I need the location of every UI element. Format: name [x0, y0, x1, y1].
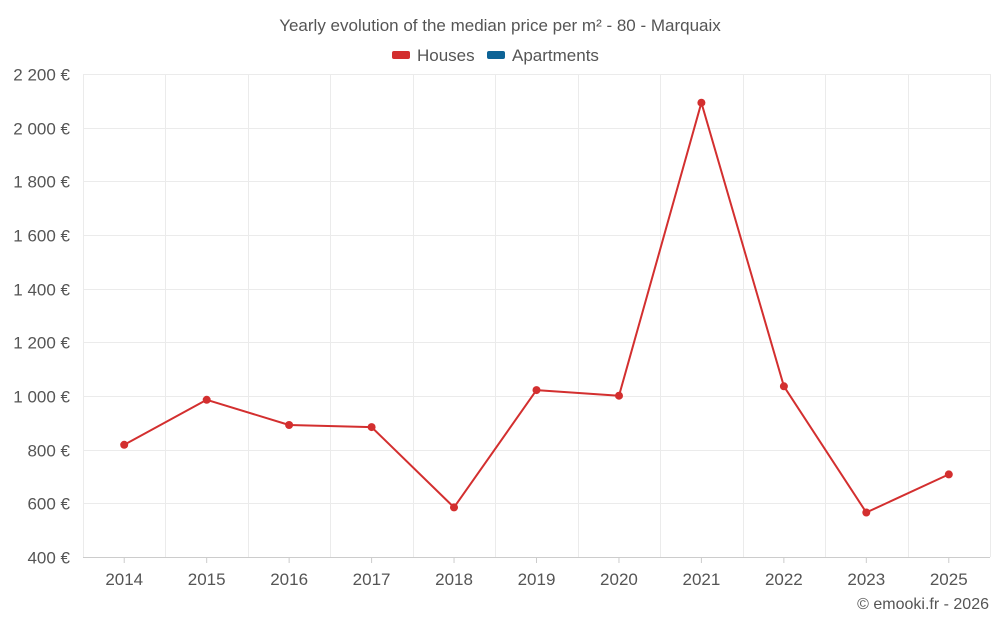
y-tick-label: 2 000 € [13, 120, 70, 139]
x-tick-label: 2017 [353, 570, 391, 589]
y-tick-label: 1 200 € [13, 334, 70, 353]
data-point-houses[interactable] [285, 421, 294, 429]
grid [83, 74, 991, 557]
chart-title: Yearly evolution of the median price per… [279, 16, 721, 35]
data-point-houses[interactable] [120, 440, 129, 449]
x-tick-label: 2025 [930, 570, 968, 589]
x-tick-label: 2021 [682, 570, 720, 589]
x-tick-label: 2019 [518, 570, 556, 589]
x-tick-label: 2020 [600, 570, 638, 589]
data-point-houses[interactable] [944, 470, 953, 479]
y-tick-label: 1 000 € [13, 388, 70, 407]
x-axis: 2014 2015 2016 2017 2018 2019 2020 2021 2022 2023… [83, 557, 990, 589]
data-point-houses[interactable] [367, 423, 376, 432]
y-axis: 400 € 600 € 800 € 1 000 € 1 200 € 1 400 € 1 60… [13, 66, 70, 568]
data-point-houses[interactable] [450, 503, 458, 512]
legend-item-apartments[interactable]: Apartments [487, 46, 599, 65]
series-layer [120, 98, 953, 517]
x-tick-label: 2015 [188, 570, 226, 589]
legend: Houses Apartments [392, 46, 599, 65]
y-tick-label: 2 200 € [13, 66, 70, 85]
x-tick-label: 2016 [270, 570, 308, 589]
y-tick-label: 1 600 € [13, 227, 70, 246]
legend-swatch-apartments [487, 51, 505, 59]
y-tick-label: 800 € [27, 442, 70, 461]
data-point-houses[interactable] [697, 98, 706, 107]
legend-swatch-houses [392, 51, 410, 59]
data-point-houses[interactable] [532, 386, 541, 395]
x-tick-label: 2023 [847, 570, 885, 589]
data-point-houses[interactable] [202, 395, 211, 404]
legend-label-apartments: Apartments [512, 46, 599, 65]
credit-text: © emooki.fr - 2026 [857, 596, 989, 613]
y-tick-label: 400 € [27, 549, 70, 568]
x-tick-label: 2014 [105, 570, 143, 589]
x-tick-label: 2022 [765, 570, 803, 589]
y-tick-label: 600 € [27, 495, 70, 514]
y-tick-label: 1 800 € [13, 173, 70, 192]
data-point-houses[interactable] [779, 382, 788, 391]
data-point-houses[interactable] [615, 391, 623, 400]
y-tick-label: 1 400 € [13, 281, 70, 300]
legend-label-houses: Houses [417, 46, 475, 65]
x-tick-label: 2018 [435, 570, 473, 589]
legend-item-houses[interactable]: Houses [392, 46, 475, 65]
data-point-houses[interactable] [862, 508, 871, 517]
